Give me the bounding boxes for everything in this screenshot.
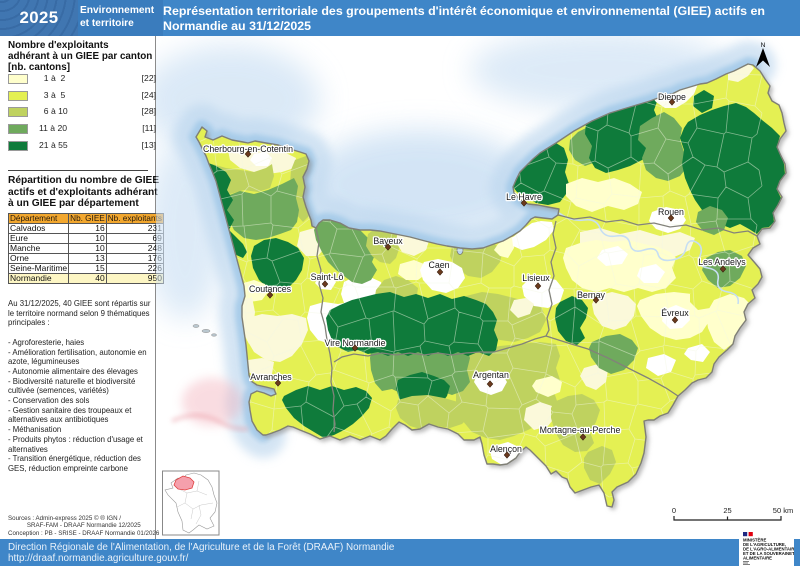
svg-text:Alençon: Alençon xyxy=(490,444,522,454)
svg-text:Rouen: Rouen xyxy=(658,207,684,217)
svg-text:Bayeux: Bayeux xyxy=(373,236,403,246)
svg-text:Lisieux: Lisieux xyxy=(522,273,550,283)
svg-text:50 km: 50 km xyxy=(773,506,793,515)
svg-text:Évreux: Évreux xyxy=(661,308,689,318)
svg-text:ALIMENTAIRE: ALIMENTAIRE xyxy=(743,556,772,561)
svg-text:25: 25 xyxy=(723,506,731,515)
svg-text:N: N xyxy=(761,42,766,49)
svg-text:Coutances: Coutances xyxy=(249,284,292,294)
svg-text:Vire Normandie: Vire Normandie xyxy=(325,338,386,348)
svg-text:Les Andelys: Les Andelys xyxy=(698,257,746,267)
svg-text:Argentan: Argentan xyxy=(473,370,509,380)
svg-text:Caen: Caen xyxy=(428,260,449,270)
svg-text:ET DE LA SOUVERAINETÉ: ET DE LA SOUVERAINETÉ xyxy=(743,551,794,556)
svg-text:Avranches: Avranches xyxy=(250,372,292,382)
svg-text:MINISTÈRE: MINISTÈRE xyxy=(743,538,767,543)
svg-text:DE L'AGRICULTURE,: DE L'AGRICULTURE, xyxy=(743,542,786,547)
svg-text:Bernay: Bernay xyxy=(577,290,605,300)
svg-text:Dieppe: Dieppe xyxy=(658,92,686,102)
svg-text:Le Havre: Le Havre xyxy=(506,192,542,202)
svg-text:DE L'AGRO-ALIMENTAIRE: DE L'AGRO-ALIMENTAIRE xyxy=(743,547,794,552)
svg-text:0: 0 xyxy=(672,506,676,515)
svg-text:Saint-Lô: Saint-Lô xyxy=(311,272,344,282)
svg-text:Cherbourg-en-Cotentin: Cherbourg-en-Cotentin xyxy=(203,144,293,154)
svg-text:Mortagne-au-Perche: Mortagne-au-Perche xyxy=(540,425,621,435)
